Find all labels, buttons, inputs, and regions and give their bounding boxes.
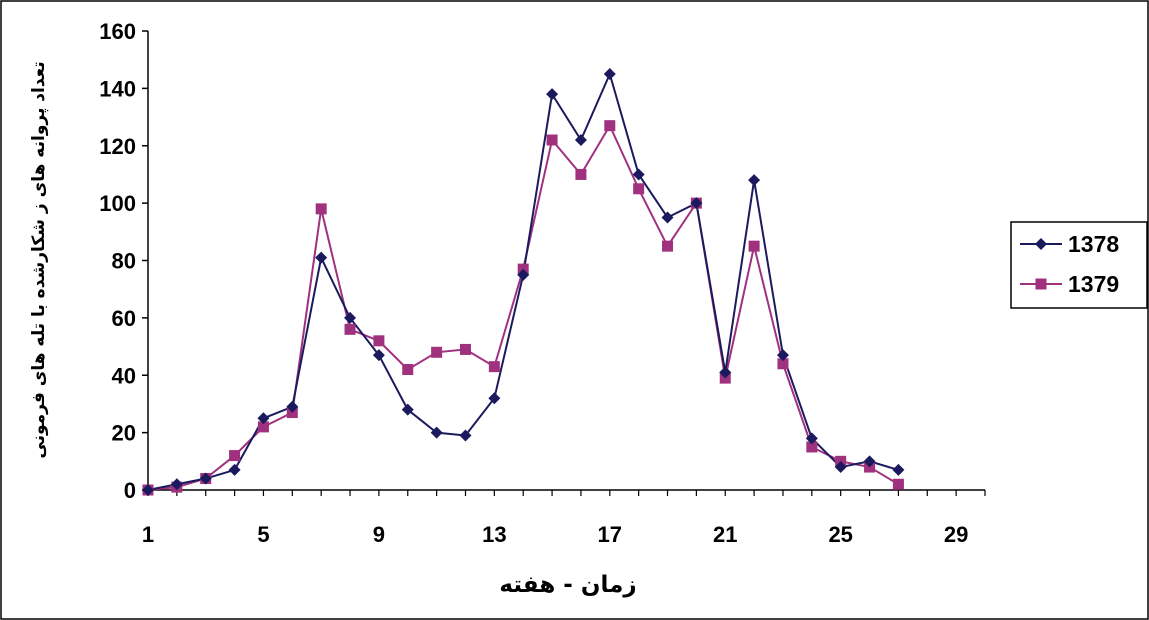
data-point-1379 <box>257 421 269 433</box>
y-tick-label: 140 <box>99 76 136 101</box>
x-axis-title: زمان - هفته <box>499 572 636 598</box>
y-tick-label: 160 <box>99 19 136 44</box>
data-point-1378 <box>517 268 530 281</box>
legend-marker-1379 <box>1035 278 1047 290</box>
data-point-1379 <box>604 120 616 132</box>
y-tick-label: 20 <box>112 421 136 446</box>
y-tick-label: 80 <box>112 249 136 274</box>
legend: 1378 1379 <box>1010 221 1148 309</box>
data-point-1379 <box>459 343 471 355</box>
x-tick-label: 29 <box>944 522 968 547</box>
data-point-1379 <box>546 134 558 146</box>
data-point-1378 <box>719 366 732 379</box>
data-point-1379 <box>373 335 385 347</box>
x-tick-label: 25 <box>828 522 852 547</box>
data-point-1379 <box>402 364 414 376</box>
legend-label-1378: 1378 <box>1068 231 1119 257</box>
data-point-1378 <box>690 197 703 210</box>
data-point-1378 <box>344 311 357 324</box>
data-point-1378 <box>805 432 818 445</box>
legend-marker-1378 <box>1035 238 1047 250</box>
data-point-1378 <box>170 478 183 491</box>
x-tick-label: 5 <box>257 522 269 547</box>
y-tick-label: 120 <box>99 134 136 159</box>
x-tick-label: 21 <box>713 522 737 547</box>
y-tick-label: 100 <box>99 191 136 216</box>
x-tick-label: 13 <box>482 522 506 547</box>
legend-label-1379: 1379 <box>1068 271 1119 297</box>
data-point-1378 <box>257 412 270 425</box>
data-point-1378 <box>372 349 385 362</box>
data-point-1379 <box>488 361 500 373</box>
data-point-1378 <box>661 211 674 224</box>
x-tick-label: 1 <box>142 522 154 547</box>
data-point-1378 <box>834 461 847 474</box>
data-point-1378 <box>199 472 212 485</box>
data-point-1379 <box>806 441 818 453</box>
data-point-1378 <box>430 426 443 439</box>
data-point-1379 <box>315 203 327 215</box>
data-point-1378 <box>546 88 559 101</box>
data-point-1378 <box>401 403 414 416</box>
y-axis-title: تعداد پروانه های ز شکارشده با تله های فر… <box>29 61 49 458</box>
data-point-1379 <box>575 168 587 180</box>
data-point-1379 <box>748 240 760 252</box>
data-point-1379 <box>344 323 356 335</box>
data-point-1378 <box>286 400 299 413</box>
data-point-1378 <box>315 251 328 264</box>
axis-ticks: 0 20 40 60 80 100 120 140 160 1 5 9 13 17 21 25 29 <box>99 19 986 547</box>
data-point-1379 <box>633 183 645 195</box>
data-point-1379 <box>229 450 241 462</box>
x-tick-label: 9 <box>373 522 385 547</box>
data-point-1378 <box>459 429 472 442</box>
y-tick-label: 60 <box>112 306 136 331</box>
data-point-1378 <box>228 463 241 476</box>
series-markers <box>142 68 905 496</box>
data-point-1378 <box>603 68 616 81</box>
data-point-1379 <box>662 240 674 252</box>
data-point-1379 <box>892 478 904 490</box>
data-point-1379 <box>431 346 443 358</box>
y-tick-label: 0 <box>124 478 136 503</box>
data-point-1378 <box>488 392 501 405</box>
data-point-1378 <box>776 349 789 362</box>
data-point-1378 <box>892 463 905 476</box>
y-tick-label: 40 <box>112 363 136 388</box>
data-point-1379 <box>777 358 789 370</box>
data-point-1378 <box>748 174 761 187</box>
data-point-1378 <box>142 484 154 496</box>
legend-box <box>1010 221 1148 309</box>
data-point-1378 <box>863 455 876 468</box>
data-point-1378 <box>632 168 645 181</box>
data-point-1378 <box>574 134 587 147</box>
x-tick-label: 17 <box>598 522 622 547</box>
